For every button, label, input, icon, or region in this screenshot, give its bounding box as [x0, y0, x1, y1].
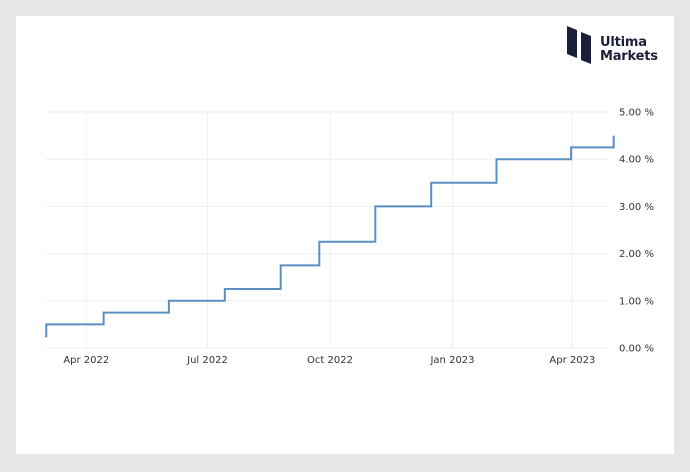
chart-card	[16, 16, 674, 454]
x-tick-label: Oct 2022	[307, 355, 353, 366]
y-tick-label: 4.00 %	[619, 155, 654, 166]
x-tick-label: Jan 2023	[429, 355, 474, 366]
brand-name-line2: Markets	[600, 49, 658, 64]
y-tick-label: 2.00 %	[619, 249, 654, 260]
y-tick-label: 1.00 %	[619, 296, 654, 307]
brand-logo: Ultima Markets	[565, 24, 675, 68]
brand-name: Ultima Markets	[600, 36, 658, 64]
rate-step-line	[45, 135, 615, 338]
x-tick-label: Apr 2022	[63, 355, 109, 366]
y-tick-label: 3.00 %	[619, 202, 654, 213]
y-tick-label: 0.00 %	[619, 344, 654, 355]
ultima-markets-logo-icon	[567, 26, 591, 64]
x-tick-label: Jul 2022	[186, 355, 228, 366]
y-tick-label: 5.00 %	[619, 108, 654, 119]
brand-name-line1: Ultima	[600, 35, 647, 50]
x-tick-label: Apr 2023	[549, 355, 595, 366]
